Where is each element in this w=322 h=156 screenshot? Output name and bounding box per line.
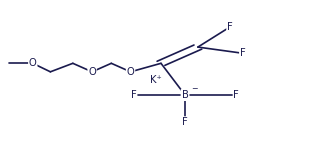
Text: O: O — [88, 67, 96, 77]
Text: O: O — [29, 58, 37, 68]
Text: F: F — [227, 22, 233, 32]
Text: −: − — [191, 84, 197, 93]
Text: K⁺: K⁺ — [150, 75, 162, 85]
Text: O: O — [127, 67, 134, 77]
Text: B: B — [182, 90, 188, 100]
Text: F: F — [182, 117, 188, 127]
Text: F: F — [131, 90, 137, 100]
Text: F: F — [233, 90, 239, 100]
Text: F: F — [240, 48, 246, 58]
